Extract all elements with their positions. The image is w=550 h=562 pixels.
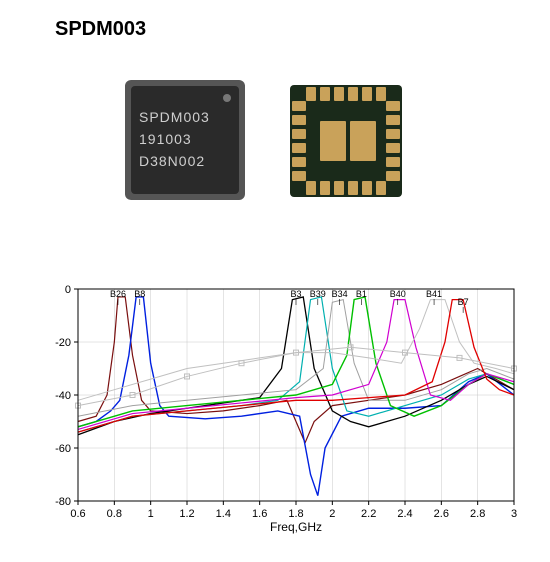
product-title: SPDM003 [55,18,146,41]
svg-text:1.4: 1.4 [216,508,231,520]
svg-text:B1: B1 [356,289,367,299]
svg-text:B34: B34 [332,289,348,299]
svg-text:-20: -20 [55,337,71,349]
chip-bottom-view [290,85,402,197]
response-chart: 0.6 0.8 1 1.2 1.4 1.6 1.8 2 2.2 2.4 2.6 2.8 3 -80 -60 -… [40,275,520,535]
svg-text:2: 2 [329,508,335,520]
svg-text:0.8: 0.8 [107,508,122,520]
svg-text:B26: B26 [110,289,126,299]
svg-text:B40: B40 [390,289,406,299]
svg-text:2.8: 2.8 [470,508,485,520]
svg-text:B8: B8 [134,289,145,299]
svg-text:D38N002: D38N002 [139,153,205,169]
chip-top-svg: SPDM003 191003 D38N002 [125,80,245,200]
svg-text:B39: B39 [310,289,326,299]
svg-text:1: 1 [148,508,154,520]
svg-text:B3: B3 [290,289,301,299]
chart-svg: 0.6 0.8 1 1.2 1.4 1.6 1.8 2 2.2 2.4 2.6 2.8 3 -80 -60 -… [40,275,520,535]
svg-text:1.6: 1.6 [252,508,267,520]
page-root: { "title": { "text": "SPDM003", "x": 55,… [0,0,550,562]
svg-text:2.2: 2.2 [361,508,376,520]
svg-text:-80: -80 [55,496,71,508]
svg-text:1.8: 1.8 [288,508,303,520]
svg-text:B7: B7 [458,297,469,307]
svg-text:SPDM003: SPDM003 [139,109,210,125]
svg-text:2.4: 2.4 [397,508,412,520]
svg-text:0.6: 0.6 [70,508,85,520]
chip-top-view: SPDM003 191003 D38N002 [125,80,245,200]
svg-text:-40: -40 [55,390,71,402]
svg-text:Freq,GHz: Freq,GHz [270,520,322,534]
svg-text:B41: B41 [426,289,442,299]
svg-text:2.6: 2.6 [434,508,449,520]
svg-text:0: 0 [65,284,71,296]
svg-text:1.2: 1.2 [179,508,194,520]
chip-bottom-svg [290,85,402,197]
svg-text:-60: -60 [55,443,71,455]
svg-text:3: 3 [511,508,517,520]
svg-text:191003: 191003 [139,131,192,147]
